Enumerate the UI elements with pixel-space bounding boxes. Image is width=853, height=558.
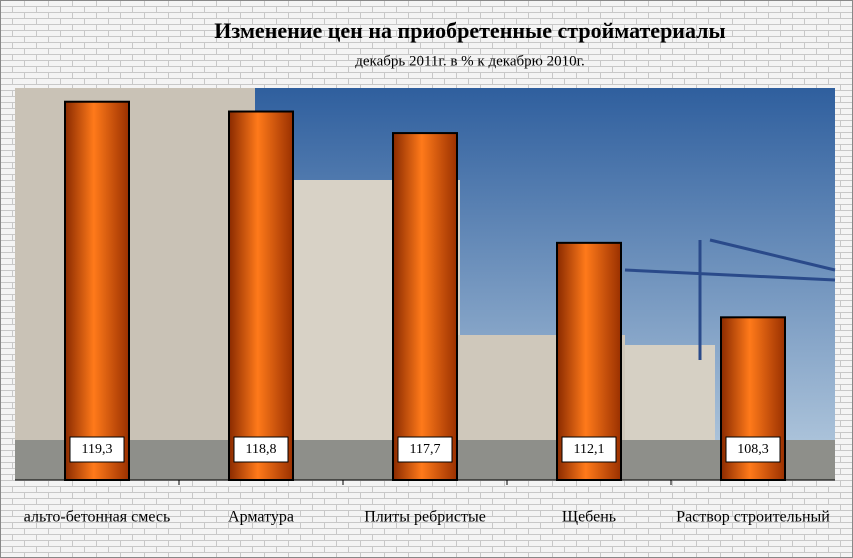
- value-label-box: [397, 436, 453, 463]
- value-label: 118,8: [246, 442, 277, 457]
- x-tick-label: Раствор строительный: [676, 509, 830, 526]
- x-tick-label: альто-бетонная смесь: [24, 509, 171, 526]
- chart-subtitle: декабрь 2011г. в % к декабрю 2010г.: [355, 53, 585, 69]
- value-label-box: [69, 436, 125, 463]
- bar: [228, 110, 294, 482]
- x-tick-label: Плиты ребристые: [364, 509, 486, 526]
- value-label: 119,3: [82, 442, 113, 457]
- chart-title: Изменение цен на приобретенные строймате…: [214, 18, 725, 43]
- value-label: 108,3: [737, 442, 769, 457]
- value-label-box: [233, 436, 289, 463]
- value-label-box: [725, 436, 781, 463]
- bar: [392, 132, 458, 482]
- value-label-box: [561, 436, 617, 463]
- bar: [64, 100, 130, 481]
- value-label: 112,1: [574, 442, 605, 457]
- value-label: 117,7: [410, 442, 441, 457]
- x-tick-label: Арматура: [228, 509, 294, 526]
- x-tick-label: Щебень: [562, 509, 616, 526]
